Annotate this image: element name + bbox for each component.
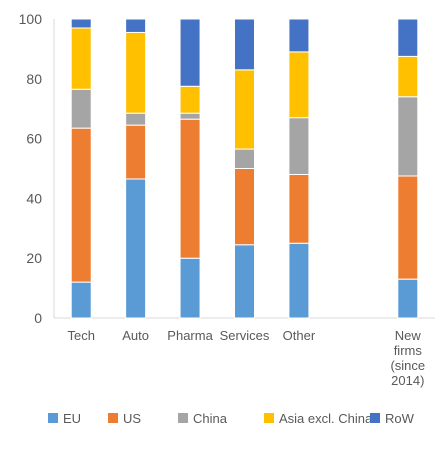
x-tick-label: Tech bbox=[67, 328, 94, 343]
bar-segment-china bbox=[125, 112, 147, 126]
x-tick-label: Other bbox=[283, 328, 316, 343]
bar-segment-us bbox=[397, 175, 419, 280]
legend-label: China bbox=[193, 411, 228, 426]
bar-segment-asia-excl-china bbox=[288, 51, 310, 119]
bar-segment-row bbox=[179, 18, 201, 87]
bar-segment-us bbox=[125, 124, 147, 180]
legend-label: RoW bbox=[385, 411, 415, 426]
bar-segment-us bbox=[288, 173, 310, 244]
y-tick-label: 80 bbox=[26, 71, 42, 87]
bar-segment-asia-excl-china bbox=[70, 27, 92, 90]
bar-segment-china bbox=[70, 88, 92, 129]
bar-segment-row bbox=[125, 18, 147, 33]
y-tick-label: 60 bbox=[26, 131, 42, 147]
bar-segment-asia-excl-china bbox=[234, 69, 255, 150]
bar-segment-row bbox=[234, 18, 255, 71]
bar-segment-eu bbox=[288, 242, 310, 319]
x-tick-label: New firms (since 2014) bbox=[390, 328, 425, 388]
bar-segment-row bbox=[288, 18, 310, 53]
legend-swatch bbox=[48, 413, 58, 423]
x-tick-label: Services bbox=[220, 328, 270, 343]
bar-segment-us bbox=[70, 127, 92, 283]
bar-segment-eu bbox=[179, 257, 201, 319]
legend-label: US bbox=[123, 411, 141, 426]
bar-segment-asia-excl-china bbox=[397, 55, 419, 98]
legend-swatch bbox=[108, 413, 118, 423]
bar-segment-eu bbox=[70, 281, 92, 319]
bar-segment-us bbox=[179, 118, 201, 259]
y-tick-label: 100 bbox=[19, 11, 43, 27]
bar-segment-asia-excl-china bbox=[125, 31, 147, 114]
legend-label: EU bbox=[63, 411, 81, 426]
legend-label: Asia excl. China bbox=[279, 411, 373, 426]
bar-segment-asia-excl-china bbox=[179, 85, 201, 114]
bar-segment-china bbox=[397, 96, 419, 177]
legend-swatch bbox=[370, 413, 380, 423]
bar-segment-eu bbox=[234, 244, 255, 319]
x-tick-label: Auto bbox=[122, 328, 149, 343]
bar-segment-china bbox=[179, 112, 201, 120]
bar-segment-china bbox=[234, 148, 255, 170]
legend-swatch bbox=[264, 413, 274, 423]
bar-segment-china bbox=[288, 117, 310, 175]
y-tick-label: 0 bbox=[34, 310, 42, 326]
bar-segment-row bbox=[70, 18, 92, 29]
legend-swatch bbox=[178, 413, 188, 423]
y-tick-label: 40 bbox=[26, 190, 42, 206]
bar-segment-row bbox=[397, 18, 419, 57]
bar-segment-eu bbox=[125, 178, 147, 319]
y-tick-label: 20 bbox=[26, 250, 42, 266]
bar-segment-eu bbox=[397, 278, 419, 319]
bar-segment-us bbox=[234, 168, 255, 246]
x-tick-label: Pharma bbox=[167, 328, 213, 343]
